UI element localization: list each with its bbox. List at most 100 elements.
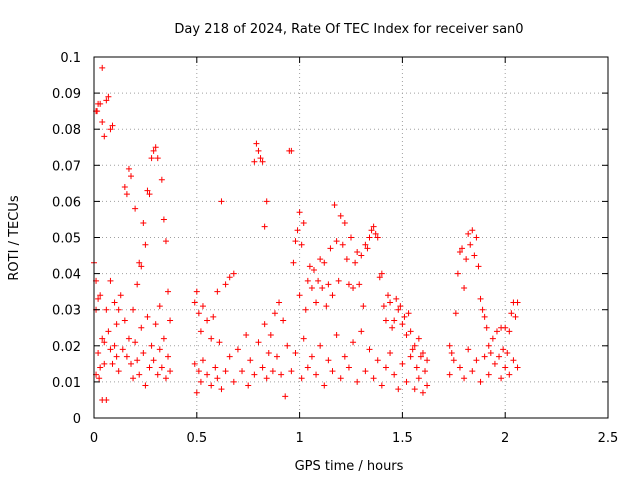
y-tick-label: 0.05 [52, 232, 81, 247]
data-point [167, 317, 174, 324]
data-point [448, 350, 455, 357]
y-tick-label: 0.06 [52, 195, 81, 210]
data-point [465, 230, 472, 237]
data-point [103, 97, 110, 104]
data-point [380, 303, 387, 310]
data-point [290, 259, 297, 266]
data-point [502, 324, 509, 331]
data-point [294, 227, 301, 234]
data-point [111, 342, 118, 349]
data-point [372, 230, 379, 237]
data-point [115, 368, 122, 375]
data-point [125, 165, 132, 172]
data-point [95, 295, 102, 302]
data-point [467, 241, 474, 248]
data-point [296, 292, 303, 299]
x-tick-label: 1 [295, 431, 303, 446]
data-point [162, 238, 169, 245]
data-point [144, 313, 151, 320]
data-point [125, 335, 132, 342]
data-point [130, 306, 137, 313]
data-point [144, 187, 151, 194]
data-point [491, 360, 498, 367]
data-point [230, 270, 237, 277]
data-point [487, 350, 494, 357]
data-point [259, 158, 266, 165]
data-point [304, 364, 311, 371]
data-point [284, 342, 291, 349]
grid-lines [94, 57, 608, 418]
data-point [101, 339, 108, 346]
data-point [456, 248, 463, 255]
data-point [136, 259, 143, 266]
data-point [395, 306, 402, 313]
data-point [165, 288, 172, 295]
data-point [132, 205, 139, 212]
data-point [148, 155, 155, 162]
data-point [506, 328, 513, 335]
data-point [204, 371, 211, 378]
data-point [498, 375, 505, 382]
data-point [382, 364, 389, 371]
data-point [300, 335, 307, 342]
data-point [111, 299, 118, 306]
data-point [403, 331, 410, 338]
data-point [113, 321, 120, 328]
data-point [366, 346, 373, 353]
data-point [97, 292, 104, 299]
data-point [329, 292, 336, 299]
data-point [304, 277, 311, 284]
data-point [382, 317, 389, 324]
data-point [298, 241, 305, 248]
data-point [310, 266, 317, 273]
data-point [130, 375, 137, 382]
data-point [269, 368, 276, 375]
data-point [479, 306, 486, 313]
data-point [385, 292, 392, 299]
data-point [502, 364, 509, 371]
data-point [101, 133, 108, 140]
x-tick-label: 1.5 [392, 431, 413, 446]
data-point [407, 353, 414, 360]
data-point [504, 350, 511, 357]
x-tick-label: 0 [90, 431, 98, 446]
data-point [341, 353, 348, 360]
data-point [271, 310, 278, 317]
data-point [446, 371, 453, 378]
data-point [485, 371, 492, 378]
data-point [329, 368, 336, 375]
data-point [115, 306, 122, 313]
y-tick-label: 0.1 [60, 51, 81, 66]
data-point [197, 328, 204, 335]
data-point [273, 353, 280, 360]
data-point [452, 310, 459, 317]
data-point [146, 191, 153, 198]
data-point [162, 375, 169, 382]
data-point [306, 263, 313, 270]
data-point [407, 328, 414, 335]
data-point [204, 317, 211, 324]
data-point [193, 288, 200, 295]
data-point [292, 238, 299, 245]
data-point [99, 64, 106, 71]
axis-ticks: 0 0.5 1 1.5 2 2.5 0 0.01 0.02 0.03 0.04 0.05 0.06 0.0… [52, 51, 618, 446]
data-point [97, 100, 104, 107]
data-point [107, 126, 114, 133]
data-point [160, 216, 167, 223]
data-point [360, 303, 367, 310]
data-point [152, 144, 159, 151]
data-point [374, 357, 381, 364]
data-point [148, 342, 155, 349]
data-point [226, 353, 233, 360]
data-point [195, 368, 202, 375]
data-point [378, 270, 385, 277]
data-point [154, 155, 161, 162]
data-point [298, 375, 305, 382]
y-tick-label: 0.02 [52, 340, 81, 355]
data-point [362, 368, 369, 375]
data-point [167, 368, 174, 375]
data-point [477, 295, 484, 302]
data-point [165, 353, 172, 360]
data-point [243, 331, 250, 338]
